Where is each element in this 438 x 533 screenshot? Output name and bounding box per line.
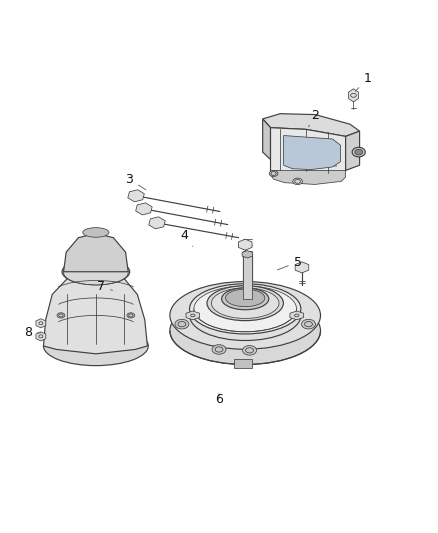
Polygon shape [36, 332, 46, 341]
Polygon shape [349, 89, 358, 102]
Text: 5: 5 [278, 256, 302, 270]
Polygon shape [149, 217, 165, 229]
Ellipse shape [43, 326, 148, 366]
Ellipse shape [62, 259, 130, 285]
Ellipse shape [190, 284, 301, 334]
Polygon shape [284, 135, 340, 169]
Polygon shape [36, 319, 46, 328]
Ellipse shape [301, 319, 315, 329]
Polygon shape [271, 128, 346, 183]
Ellipse shape [212, 288, 279, 318]
Text: 8: 8 [24, 326, 41, 340]
Text: 4: 4 [180, 229, 193, 246]
Ellipse shape [194, 286, 297, 332]
Polygon shape [290, 311, 304, 320]
Polygon shape [64, 233, 128, 272]
Ellipse shape [222, 288, 269, 310]
Polygon shape [346, 131, 360, 171]
Ellipse shape [175, 319, 189, 329]
Polygon shape [186, 311, 200, 320]
Polygon shape [263, 119, 271, 159]
Ellipse shape [269, 171, 278, 176]
Ellipse shape [170, 281, 321, 349]
Text: 1: 1 [355, 72, 371, 91]
Polygon shape [238, 239, 252, 250]
Ellipse shape [170, 297, 321, 365]
Polygon shape [43, 268, 148, 354]
Polygon shape [271, 171, 346, 184]
Ellipse shape [127, 313, 135, 318]
Ellipse shape [355, 149, 363, 155]
Polygon shape [243, 254, 252, 299]
Polygon shape [136, 203, 152, 215]
Polygon shape [128, 190, 144, 202]
Text: 3: 3 [126, 173, 146, 190]
Ellipse shape [293, 178, 302, 184]
Polygon shape [234, 359, 252, 368]
Ellipse shape [57, 313, 65, 318]
Ellipse shape [212, 345, 226, 354]
Ellipse shape [226, 289, 265, 306]
Ellipse shape [352, 147, 365, 157]
Polygon shape [263, 114, 360, 136]
Ellipse shape [64, 261, 128, 285]
Ellipse shape [83, 228, 109, 237]
Ellipse shape [243, 345, 257, 355]
Polygon shape [295, 262, 309, 273]
Text: 6: 6 [215, 393, 223, 406]
Text: 2: 2 [308, 109, 319, 127]
Ellipse shape [207, 286, 283, 321]
Polygon shape [242, 251, 253, 258]
Text: 7: 7 [97, 280, 113, 293]
